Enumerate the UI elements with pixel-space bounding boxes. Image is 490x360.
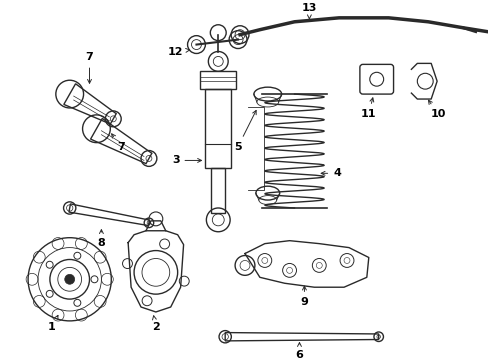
Bar — [205, 89, 231, 168]
Text: 9: 9 — [300, 286, 308, 307]
Circle shape — [65, 274, 74, 284]
Text: 4: 4 — [321, 168, 341, 178]
Text: 5: 5 — [234, 111, 256, 152]
Bar — [211, 168, 225, 213]
Text: 11: 11 — [361, 98, 376, 119]
Text: 12: 12 — [168, 46, 190, 57]
Circle shape — [46, 261, 53, 268]
Bar — [200, 71, 236, 89]
Text: 7: 7 — [112, 134, 125, 152]
Circle shape — [46, 291, 53, 297]
Circle shape — [91, 276, 98, 283]
Text: 7: 7 — [86, 53, 94, 83]
Text: 3: 3 — [172, 156, 201, 166]
Text: 10: 10 — [428, 100, 446, 119]
Text: 13: 13 — [302, 3, 317, 19]
Text: 6: 6 — [295, 343, 303, 360]
Text: 8: 8 — [98, 230, 105, 248]
Circle shape — [74, 252, 81, 259]
Text: 2: 2 — [152, 316, 160, 332]
Text: 1: 1 — [48, 315, 58, 332]
Circle shape — [74, 300, 81, 306]
